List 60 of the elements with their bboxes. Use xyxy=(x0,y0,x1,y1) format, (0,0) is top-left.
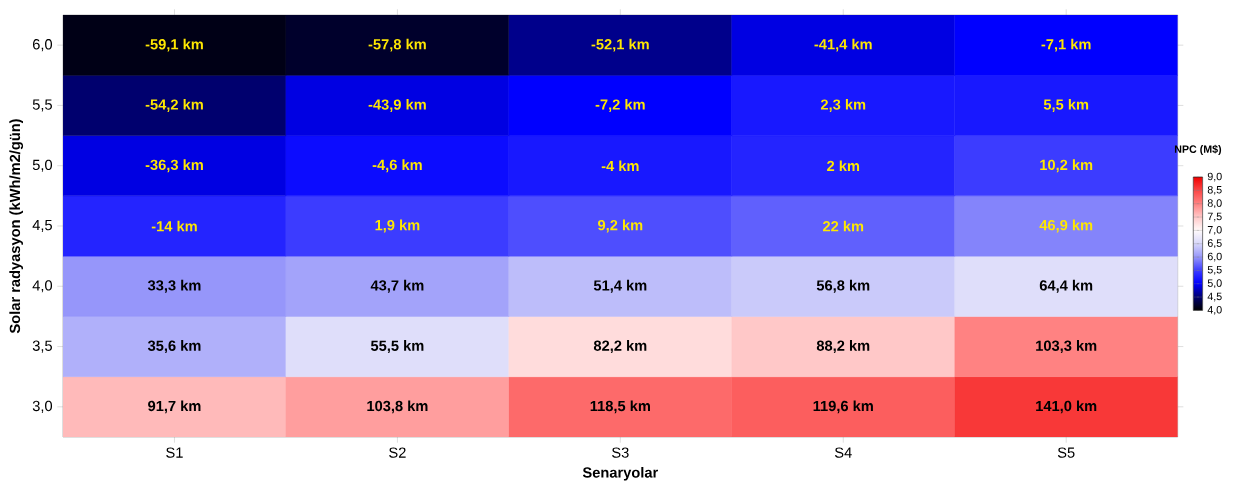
annotation: 118,5 km xyxy=(590,400,650,414)
annotation: 5,5 km xyxy=(1043,98,1089,112)
x-axis-title: Senaryolar xyxy=(582,466,659,481)
color-bar-label: 7,5 xyxy=(1207,212,1222,222)
y-axis-title: Solar radyasyon (kWh/m2/gün) xyxy=(9,119,24,334)
annotation: 22 km xyxy=(822,220,864,232)
annotation: 103,8 km xyxy=(367,400,428,414)
annotation: 55,5 km xyxy=(370,340,424,354)
x-tick-label: S3 xyxy=(612,447,629,458)
annotation: 119,6 km xyxy=(813,400,873,414)
y-tick-label: 4,5 xyxy=(32,220,52,232)
annotation: 1,9 km xyxy=(375,219,420,233)
annotation: -43,9 km xyxy=(368,98,426,112)
annotation: -57,8 km xyxy=(368,38,426,52)
x-tick-label: S4 xyxy=(834,447,852,458)
color-bar-label: 9,0 xyxy=(1207,172,1222,182)
annotation: 64,4 km xyxy=(1039,279,1093,293)
color-bar-label: 8,0 xyxy=(1207,199,1222,209)
annotation: 43,7 km xyxy=(370,279,424,293)
color-bar-label: 4,0 xyxy=(1207,305,1222,315)
annotation: 56,8 km xyxy=(816,279,870,293)
color-bar-label: 8,5 xyxy=(1207,185,1222,195)
annotation: 2,3 km xyxy=(820,98,866,112)
annotation: -36,3 km xyxy=(145,159,203,173)
annotation: -7,2 km xyxy=(595,98,645,112)
annotation: 103,3 km xyxy=(1036,340,1097,354)
annotation: -54,2 km xyxy=(145,98,203,112)
annotation: -52,1 km xyxy=(591,38,649,52)
annotation: 88,2 km xyxy=(816,340,870,354)
annotation: 91,7 km xyxy=(148,400,201,414)
annotation: -7,1 km xyxy=(1041,38,1091,52)
x-tick-label: S1 xyxy=(166,447,183,458)
y-tick-label: 4,0 xyxy=(32,280,53,293)
annotation: 35,6 km xyxy=(147,340,201,354)
annotation: -41,4 km xyxy=(814,38,872,52)
x-tick-label: S5 xyxy=(1057,447,1075,458)
x-tick-label: S2 xyxy=(389,447,406,458)
color-bar-label: 7,0 xyxy=(1207,225,1222,235)
annotation: 10,2 km xyxy=(1040,159,1093,173)
color-bar-label: 5,0 xyxy=(1207,279,1222,289)
annotation: -4 km xyxy=(601,160,639,172)
annotation: -14 km xyxy=(151,220,197,232)
y-tick-label: 3,0 xyxy=(32,400,53,413)
annotation: 82,2 km xyxy=(593,340,647,354)
annotation: 2 km xyxy=(827,160,860,172)
y-tick-label: 5,5 xyxy=(32,99,52,112)
y-tick-label: 6,0 xyxy=(32,39,53,52)
annotation: 46,9 km xyxy=(1039,219,1093,233)
color-bar-label: 6,5 xyxy=(1207,239,1222,249)
annotation: 33,3 km xyxy=(147,279,201,293)
y-tick-label: 3,5 xyxy=(32,340,52,353)
annotation: -4,6 km xyxy=(372,159,422,173)
y-tick-label: 5,0 xyxy=(32,159,53,172)
color-bar-label: 5,5 xyxy=(1207,266,1222,275)
annotation: -59,1 km xyxy=(145,38,203,52)
annotation: 141,0 km xyxy=(1036,400,1097,414)
annotation: 51,4 km xyxy=(593,279,647,293)
annotation: 9,2 km xyxy=(598,219,643,233)
color-bar-label: 6,0 xyxy=(1207,252,1222,262)
color-bar-label: 4,5 xyxy=(1207,292,1222,302)
